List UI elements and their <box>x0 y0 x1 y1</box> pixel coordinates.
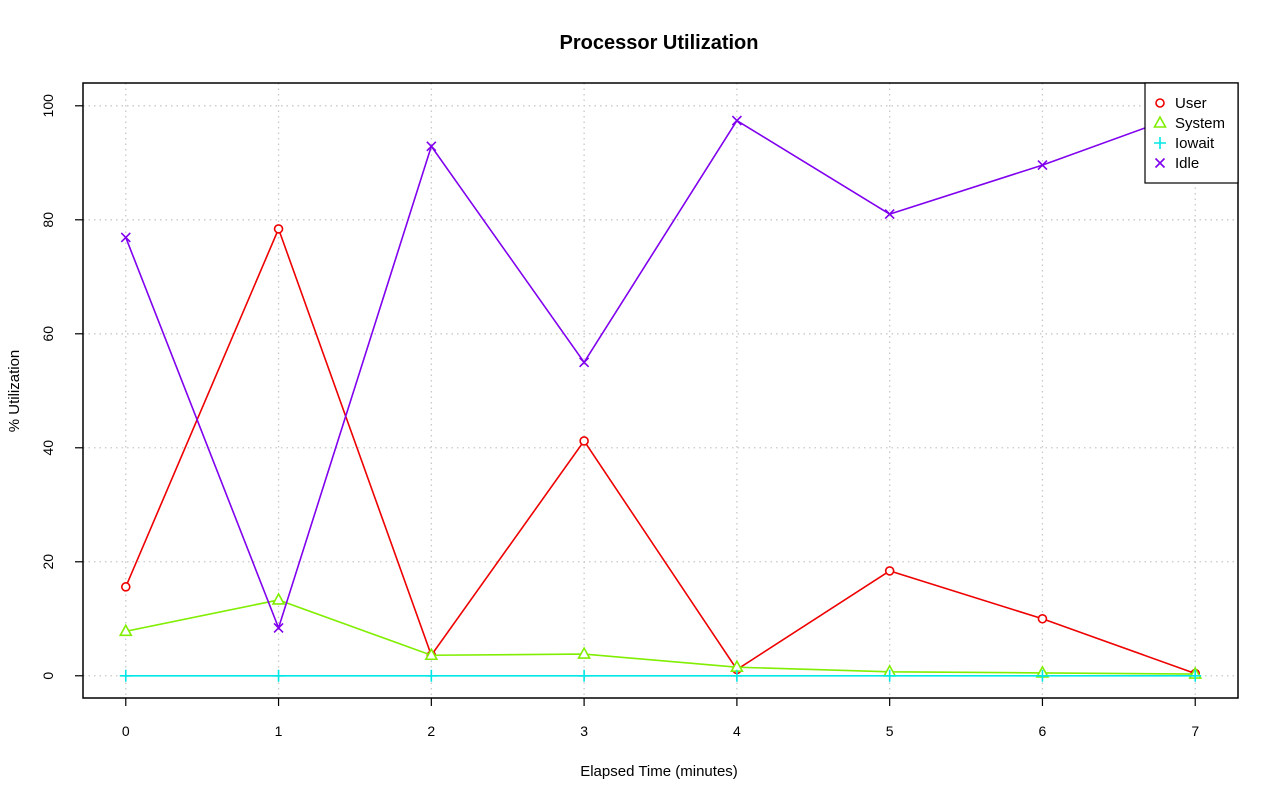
x-axis-label: Elapsed Time (minutes) <box>580 763 738 780</box>
x-tick-label: 1 <box>275 723 283 739</box>
series-idle <box>120 104 1201 633</box>
y-tick-label: 20 <box>40 554 56 570</box>
data-point-iowait <box>119 669 132 682</box>
data-point-user <box>1037 613 1048 624</box>
grid <box>83 83 1238 698</box>
data-point-iowait <box>730 669 743 682</box>
legend: User System Iowait Idle <box>1144 82 1239 184</box>
data-point-system <box>577 646 591 659</box>
data-point-idle <box>426 141 437 152</box>
data-point-system <box>118 623 133 637</box>
legend-label-idle: Idle <box>1175 155 1199 172</box>
legend-marker-iowait <box>1154 137 1166 149</box>
data-point-system <box>424 647 439 661</box>
y-axis: 0 20 40 60 80 100 <box>40 94 83 680</box>
series-line-system <box>125 599 1196 675</box>
legend-label-system: System <box>1175 115 1225 132</box>
legend-marker-system <box>1153 115 1167 128</box>
data-point-idle <box>273 622 284 633</box>
y-axis-label: % Utilization <box>6 350 23 433</box>
y-tick-label: 100 <box>40 94 56 118</box>
data-point-idle <box>884 209 895 220</box>
series-user <box>120 224 1201 679</box>
x-tick-label: 4 <box>733 723 741 739</box>
legend-marker-idle <box>1154 157 1166 169</box>
series-line-user <box>125 226 1196 675</box>
x-tick-label: 2 <box>427 723 435 739</box>
data-point-idle <box>579 357 590 368</box>
data-point-iowait <box>425 669 438 682</box>
data-point-iowait <box>1036 669 1049 682</box>
legend-marker-user <box>1155 98 1165 108</box>
y-tick-label: 40 <box>40 440 56 456</box>
plot-frame <box>82 82 1239 699</box>
x-tick-label: 7 <box>1191 723 1199 739</box>
x-axis: 0 1 2 3 4 5 6 7 <box>122 698 1199 739</box>
chart-title: Processor Utilization <box>560 32 759 54</box>
data-point-iowait <box>272 669 285 682</box>
y-tick-label: 0 <box>40 672 56 680</box>
data-point-iowait <box>578 669 591 682</box>
y-tick-label: 60 <box>40 326 56 342</box>
data-point-user <box>884 566 895 576</box>
legend-label-iowait: Iowait <box>1175 135 1215 152</box>
data-point-user <box>273 224 284 234</box>
data-point-iowait <box>1189 669 1202 682</box>
data-point-user <box>120 582 131 592</box>
x-tick-label: 0 <box>122 723 130 739</box>
series-layer <box>118 104 1203 682</box>
data-point-idle <box>1037 160 1048 171</box>
x-tick-label: 6 <box>1039 723 1047 739</box>
legend-label-user: User <box>1175 95 1207 112</box>
data-point-iowait <box>883 669 896 682</box>
data-point-user <box>579 436 589 446</box>
series-system <box>118 592 1203 679</box>
x-tick-label: 5 <box>886 723 894 739</box>
series-iowait <box>119 669 1202 682</box>
data-point-system <box>271 592 286 605</box>
y-tick-label: 80 <box>40 212 56 228</box>
data-point-idle <box>120 232 131 243</box>
x-tick-label: 3 <box>580 723 588 739</box>
data-point-idle <box>731 115 742 126</box>
series-line-idle <box>125 109 1196 631</box>
